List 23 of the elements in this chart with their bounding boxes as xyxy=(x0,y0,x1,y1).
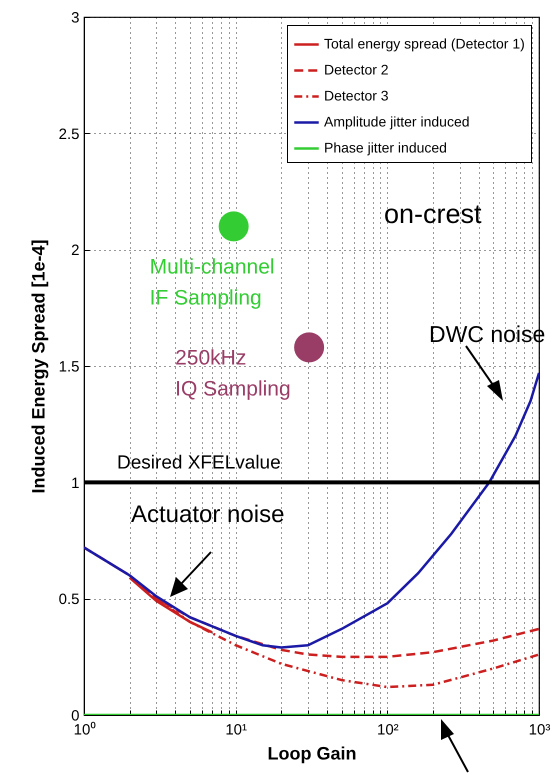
annotation: Actuator noise xyxy=(131,501,284,528)
legend-label: Detector 2 xyxy=(324,62,389,78)
y-tick-label: 0 xyxy=(71,708,80,724)
y-tick-label: 2.5 xyxy=(58,126,80,143)
series-label: Multi-channel IF Sampling xyxy=(150,255,275,310)
x-tick-label: 10³ xyxy=(528,722,550,738)
legend-label: Amplitude jitter induced xyxy=(324,114,470,130)
series-label: 250kHz IQ Sampling xyxy=(175,346,291,400)
x-tick-label: 10¹ xyxy=(225,722,248,738)
x-axis-title: Loop Gain xyxy=(268,744,356,764)
legend-label: Phase jitter induced xyxy=(324,140,447,156)
y-tick-label: 3 xyxy=(71,10,80,26)
y-tick-label: 2 xyxy=(71,242,80,260)
ref-line-label: Desired XFELvalue xyxy=(117,452,281,474)
annotation: on-crest xyxy=(384,199,482,229)
legend-label: Total energy spread (Detector 1) xyxy=(324,36,525,52)
y-tick-label: 1.5 xyxy=(58,358,80,376)
x-tick-label: 10² xyxy=(376,722,399,738)
y-tick-label: 1 xyxy=(71,474,80,492)
y-axis-title: Induced Energy Spread [1e-4] xyxy=(28,239,49,494)
x-tick-label: 10⁰ xyxy=(74,722,96,738)
legend-label: Detector 3 xyxy=(324,88,389,104)
y-tick-label: 0.5 xyxy=(58,591,80,608)
